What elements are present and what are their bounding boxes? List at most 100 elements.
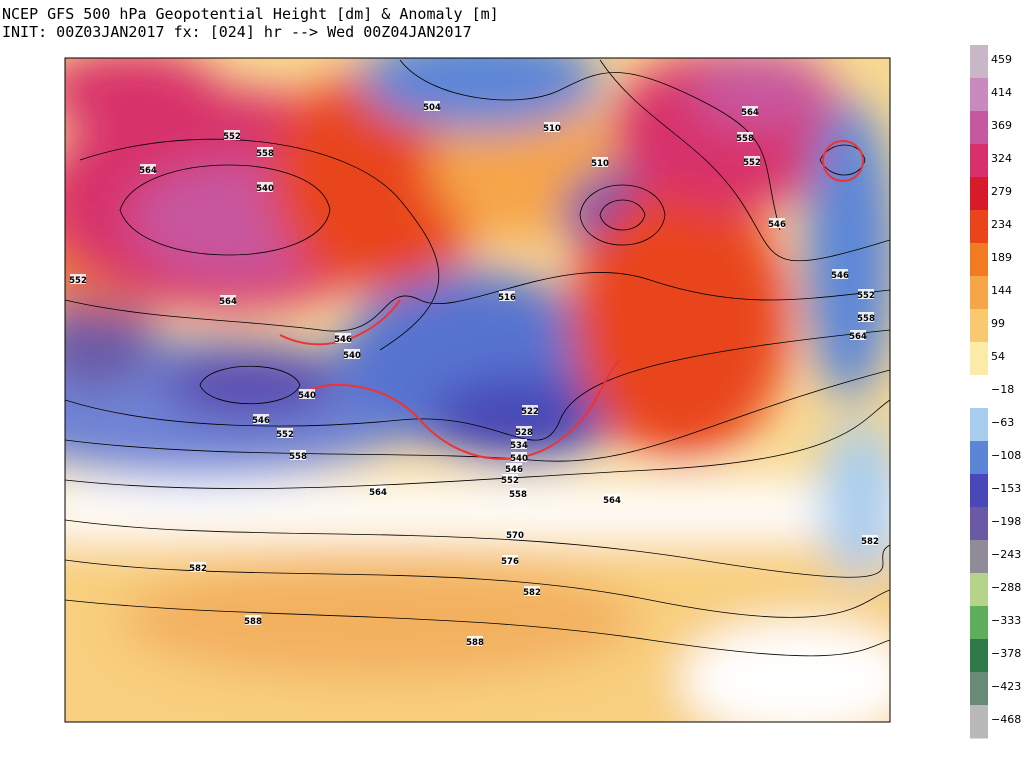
contour-label: 552 <box>501 476 519 486</box>
contour-label: 546 <box>505 465 523 475</box>
contour-label: 558 <box>857 314 875 324</box>
contour-label: 564 <box>369 488 387 498</box>
contour-label: 516 <box>498 293 516 303</box>
colorbar-swatch <box>970 606 988 640</box>
contour-label-bg <box>502 555 518 565</box>
contour-label: 564 <box>139 166 157 176</box>
contour-label-bg <box>245 615 261 625</box>
colorbar-label: 459 <box>991 53 1012 66</box>
contours <box>65 59 890 657</box>
colorbar-swatch <box>970 342 988 376</box>
contour-label-bg <box>140 164 156 174</box>
contour-label-bg <box>220 295 236 305</box>
contour-label-bg <box>467 636 483 646</box>
contour-label: 588 <box>244 617 262 627</box>
colorbar-label: −108 <box>991 449 1021 462</box>
colorbar-label: 54 <box>991 350 1005 363</box>
contour-label: 534 <box>510 441 528 451</box>
colorbar-swatch <box>970 375 988 409</box>
contour-label: 552 <box>69 276 87 286</box>
map <box>65 58 890 722</box>
colorbar-swatch <box>970 573 988 607</box>
contour-label-bg <box>744 156 760 166</box>
contour-label: 540 <box>298 391 316 401</box>
colorbar-swatch <box>970 78 988 112</box>
contour-label-bg <box>524 586 540 596</box>
contour-ring <box>822 140 864 182</box>
contour-label-bg <box>511 439 527 449</box>
contour-label-bg <box>850 330 866 340</box>
contour-label: 558 <box>289 452 307 462</box>
colorbar-label: 369 <box>991 119 1012 132</box>
contour-label-bg <box>511 452 527 462</box>
colorbar-swatch <box>970 276 988 310</box>
contour-label-bg <box>499 291 515 301</box>
contour-label: 540 <box>510 454 528 464</box>
colorbar-swatch <box>970 309 988 343</box>
colorbar-swatch <box>970 243 988 277</box>
contour-label: 540 <box>256 184 274 194</box>
contour-label: 564 <box>603 496 621 506</box>
colorbar-swatch <box>970 111 988 145</box>
contour-label-bg <box>832 269 848 279</box>
contour-label-bg <box>507 529 523 539</box>
colorbar-swatch <box>970 705 988 739</box>
contour-label-bg <box>742 106 758 116</box>
contour-label: 546 <box>831 271 849 281</box>
colorbar-label: 234 <box>991 218 1012 231</box>
colorbar-swatch <box>970 210 988 244</box>
contour-label: 570 <box>506 531 524 541</box>
contour-label-bg <box>257 182 273 192</box>
contour-label-bg <box>506 463 522 473</box>
contour-label: 582 <box>189 564 207 574</box>
colorbar-swatch <box>970 672 988 706</box>
colorbar-label: 414 <box>991 86 1012 99</box>
contour-label-bg <box>190 562 206 572</box>
colorbar-swatch <box>970 45 988 79</box>
colorbar-swatch <box>970 177 988 211</box>
contour-label-bg <box>604 494 620 504</box>
contour-label-bg <box>253 414 269 424</box>
contour-label-bg <box>858 312 874 322</box>
colorbar-label: 99 <box>991 317 1005 330</box>
contour-label-bg <box>522 405 538 415</box>
contour-label-bg <box>299 389 315 399</box>
colorbar-swatch <box>970 639 988 673</box>
contour-label: 510 <box>591 159 609 169</box>
colorbar-label: 279 <box>991 185 1012 198</box>
contour-label: 552 <box>857 291 875 301</box>
colorbar-label: −378 <box>991 647 1021 660</box>
colorbar-label: −63 <box>991 416 1014 429</box>
contour-label-bg <box>224 130 240 140</box>
map-frame <box>64 57 891 723</box>
contour-label-bg <box>502 474 518 484</box>
contour-label-bg <box>592 157 608 167</box>
contour-label: 504 <box>423 103 441 113</box>
title: NCEP GFS 500 hPa Geopotential Height [dm… <box>2 5 499 23</box>
contour-label: 576 <box>501 557 519 567</box>
contour-label-bg <box>510 488 526 498</box>
contour-label-bg <box>858 289 874 299</box>
colorbar-label: −468 <box>991 713 1021 726</box>
contour-label: 588 <box>466 638 484 648</box>
contour-label: 552 <box>223 132 241 142</box>
contour-label: 528 <box>515 428 533 438</box>
contour-label: 552 <box>743 158 761 168</box>
contour-label: 558 <box>736 134 754 144</box>
contour-label-bg <box>290 450 306 460</box>
colorbar-label: −288 <box>991 581 1021 594</box>
contour-label: 546 <box>252 416 270 426</box>
contour-label-bg <box>544 122 560 132</box>
colorbar-label: 144 <box>991 284 1012 297</box>
colorbar-label: −333 <box>991 614 1021 627</box>
contour-label-bg <box>335 333 351 343</box>
colorbar-label: 324 <box>991 152 1012 165</box>
contour-540 <box>299 359 621 460</box>
contour-label-bg <box>424 101 440 111</box>
contour-label-bg <box>862 535 878 545</box>
contour-label-bg <box>277 428 293 438</box>
contour-label: 546 <box>334 335 352 345</box>
contour-label-bg <box>737 132 753 142</box>
contour-label: 564 <box>849 332 867 342</box>
